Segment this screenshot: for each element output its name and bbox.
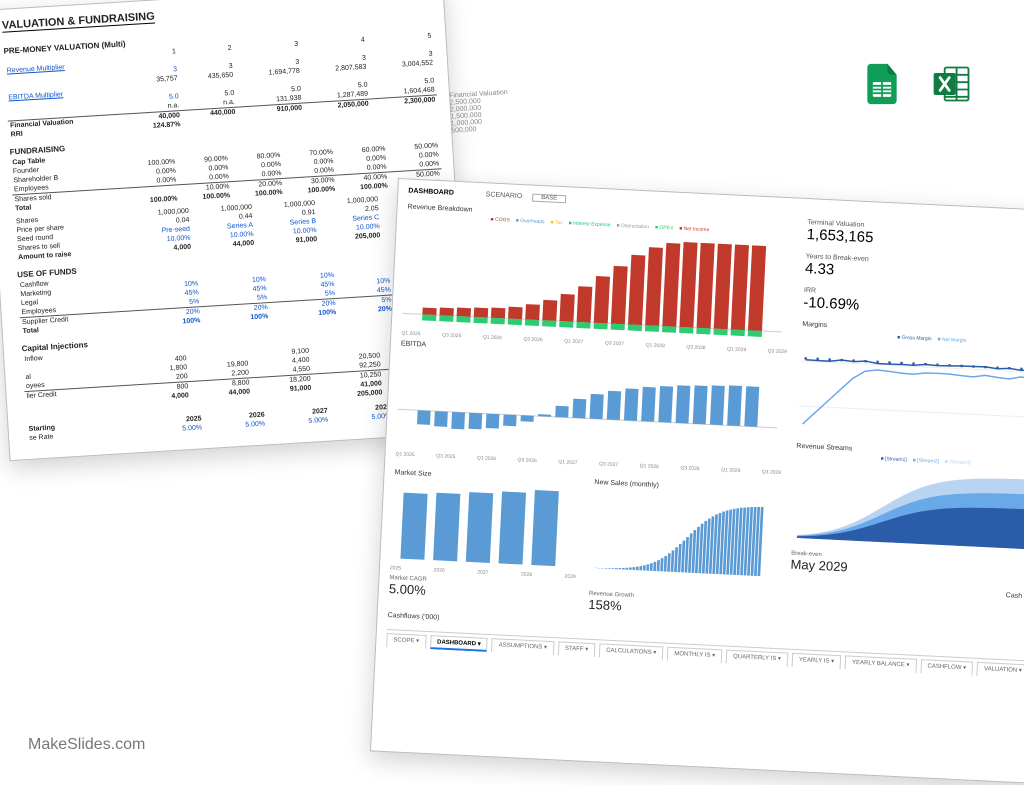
revenue-streams-chart (792, 458, 1024, 555)
irr-metric: IRR -10.69% (803, 287, 1024, 324)
dashboard-right: Terminal Valuation 1,653,165 Years to Br… (787, 219, 1024, 653)
google-sheets-icon (860, 62, 904, 106)
tab-valuation[interactable]: VALUATION ▾ (977, 662, 1024, 679)
sheet1-title: VALUATION & FUNDRAISING (2, 10, 155, 32)
tab-scope[interactable]: SCOPE ▾ (386, 633, 426, 649)
dashboard-left: Revenue Breakdown COGS Overheads Tax Int… (387, 200, 793, 640)
tab-monthly is[interactable]: MONTHLY IS ▾ (667, 647, 722, 664)
tab-assumptions[interactable]: ASSUMPTIONS ▾ (491, 638, 554, 655)
tab-staff[interactable]: STAFF ▾ (558, 641, 596, 657)
market-size-chart (390, 478, 569, 571)
scenario-dropdown[interactable]: BASE (532, 194, 566, 204)
margins-chart (797, 336, 1024, 443)
years-to-breakeven: Years to Break-even 4.33 (805, 253, 1024, 290)
tab-cashflow[interactable]: CASHFLOW ▾ (920, 659, 973, 676)
tab-dashboard[interactable]: DASHBOARD ▾ (430, 635, 488, 652)
tab-yearly balance[interactable]: YEARLY BALANCE ▾ (845, 655, 917, 672)
cash-balance-label: Cash Balance (789, 582, 1024, 602)
side-chart: Financial Valuation 2,500,000 2,000,000 … (449, 85, 571, 134)
watermark: MakeSlides.com (28, 736, 145, 754)
excel-icon (930, 62, 974, 106)
app-icons (860, 62, 974, 106)
revenue-breakdown-chart (402, 218, 787, 346)
tab-calculations[interactable]: CALCULATIONS ▾ (599, 643, 664, 660)
dashboard-sheet: DASHBOARD SCENARIO BASE Revenue Breakdow… (370, 178, 1024, 785)
tab-quarterly is[interactable]: QUARTERLY IS ▾ (726, 650, 789, 667)
ebitda-chart (396, 349, 780, 467)
new-sales-chart (590, 488, 769, 581)
tab-yearly is[interactable]: YEARLY IS ▾ (792, 653, 842, 669)
